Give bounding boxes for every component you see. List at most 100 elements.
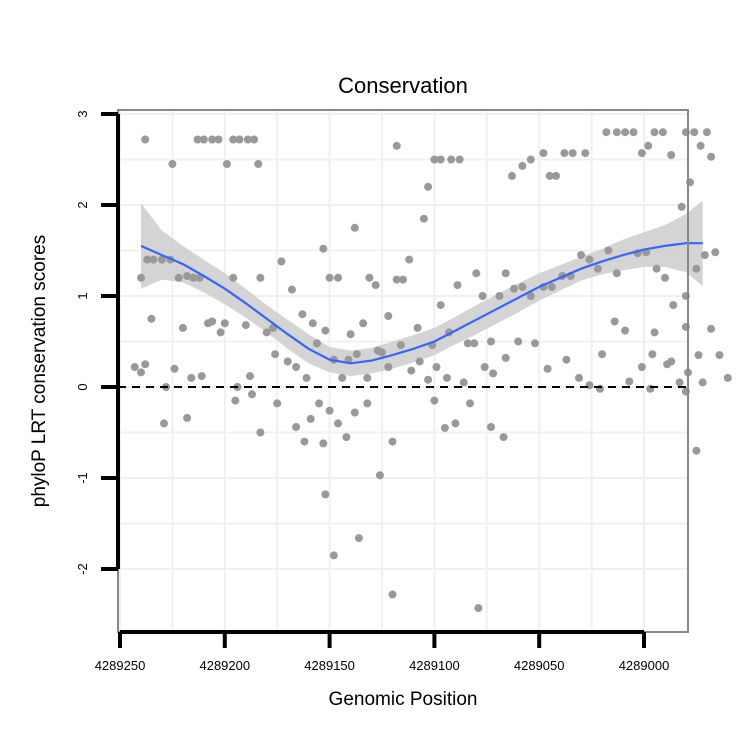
data-point bbox=[690, 128, 699, 137]
data-point bbox=[149, 255, 158, 264]
data-point bbox=[262, 328, 271, 337]
y-tick-label: -2 bbox=[75, 563, 90, 575]
data-point bbox=[451, 419, 460, 428]
x-tick-label: 4289050 bbox=[514, 658, 565, 673]
data-point bbox=[241, 321, 250, 330]
x-tick-label: 4289000 bbox=[619, 658, 670, 673]
data-point bbox=[470, 339, 479, 348]
data-point bbox=[495, 292, 504, 300]
data-point bbox=[384, 312, 393, 320]
smooth-line bbox=[140, 242, 703, 365]
data-point bbox=[407, 366, 416, 375]
data-point bbox=[319, 439, 328, 448]
data-point bbox=[560, 149, 569, 158]
data-point bbox=[424, 375, 433, 384]
data-point bbox=[174, 273, 183, 282]
y-tick-label: 2 bbox=[75, 201, 90, 208]
confidence-ribbon bbox=[141, 200, 703, 377]
data-point bbox=[677, 202, 686, 211]
data-point bbox=[581, 149, 590, 158]
data-point bbox=[375, 471, 384, 480]
data-point bbox=[436, 155, 445, 164]
data-point bbox=[702, 128, 711, 137]
data-point bbox=[208, 135, 217, 144]
data-point bbox=[711, 248, 720, 257]
data-point bbox=[707, 324, 716, 333]
data-point bbox=[472, 269, 481, 278]
data-point bbox=[547, 282, 556, 291]
data-point bbox=[350, 223, 359, 232]
y-tick-label: 1 bbox=[75, 292, 90, 299]
data-point bbox=[315, 399, 324, 408]
data-point bbox=[644, 141, 653, 150]
data-point bbox=[235, 135, 244, 144]
data-point bbox=[707, 152, 716, 161]
data-point bbox=[271, 350, 280, 359]
x-tick-label: 4289250 bbox=[95, 658, 146, 673]
data-point bbox=[723, 373, 732, 382]
x-tick-label: 4289150 bbox=[304, 658, 355, 673]
data-point bbox=[459, 378, 468, 387]
x-tick-label: 4289100 bbox=[409, 658, 460, 673]
data-point bbox=[700, 251, 709, 260]
data-point bbox=[208, 317, 217, 326]
data-point bbox=[499, 433, 508, 442]
data-point bbox=[432, 363, 441, 371]
data-point bbox=[508, 171, 516, 180]
data-point bbox=[413, 323, 422, 332]
data-point bbox=[160, 419, 168, 428]
data-point bbox=[273, 399, 282, 408]
data-point bbox=[170, 364, 179, 373]
data-point bbox=[308, 319, 317, 328]
chart-title: Conservation bbox=[338, 73, 468, 98]
y-axis: 3 2 1 0 -1 -2 bbox=[75, 110, 120, 575]
data-point bbox=[306, 414, 315, 423]
data-point bbox=[539, 149, 548, 158]
data-point bbox=[371, 281, 380, 290]
data-point bbox=[593, 264, 602, 273]
data-point bbox=[183, 413, 192, 422]
data-point bbox=[510, 284, 518, 293]
grid-lines bbox=[118, 110, 688, 632]
data-point bbox=[346, 330, 355, 339]
data-point bbox=[220, 319, 229, 328]
y-axis-label: phyloP LRT conservation scores bbox=[29, 235, 50, 508]
data-point bbox=[443, 373, 451, 382]
data-point bbox=[199, 135, 208, 144]
data-point bbox=[338, 373, 347, 382]
data-point bbox=[168, 160, 177, 168]
y-tick-label: -1 bbox=[75, 472, 90, 484]
data-point bbox=[342, 433, 351, 442]
data-point bbox=[696, 141, 705, 150]
data-point bbox=[430, 396, 439, 405]
data-point bbox=[694, 351, 703, 360]
data-point bbox=[661, 273, 669, 282]
data-point bbox=[189, 273, 198, 282]
data-point bbox=[292, 423, 301, 431]
plot-background bbox=[118, 110, 688, 632]
data-point bbox=[692, 446, 701, 455]
data-point bbox=[625, 377, 634, 386]
data-point bbox=[658, 128, 667, 137]
data-point bbox=[392, 141, 401, 150]
data-point bbox=[193, 135, 202, 144]
data-point bbox=[637, 363, 646, 371]
data-point bbox=[287, 285, 296, 294]
data-point bbox=[325, 273, 334, 282]
data-point bbox=[415, 357, 424, 366]
data-point bbox=[669, 301, 678, 310]
data-point bbox=[248, 390, 256, 399]
data-point bbox=[141, 135, 150, 144]
data-point bbox=[545, 171, 554, 180]
data-point bbox=[692, 264, 701, 273]
data-point bbox=[277, 257, 286, 266]
data-point bbox=[501, 269, 510, 278]
data-point bbox=[568, 149, 577, 158]
data-point bbox=[147, 314, 156, 323]
y-tick-label: 3 bbox=[75, 110, 90, 117]
data-point bbox=[650, 128, 659, 137]
data-point bbox=[178, 323, 187, 332]
data-point bbox=[256, 428, 265, 437]
data-point bbox=[447, 155, 456, 164]
